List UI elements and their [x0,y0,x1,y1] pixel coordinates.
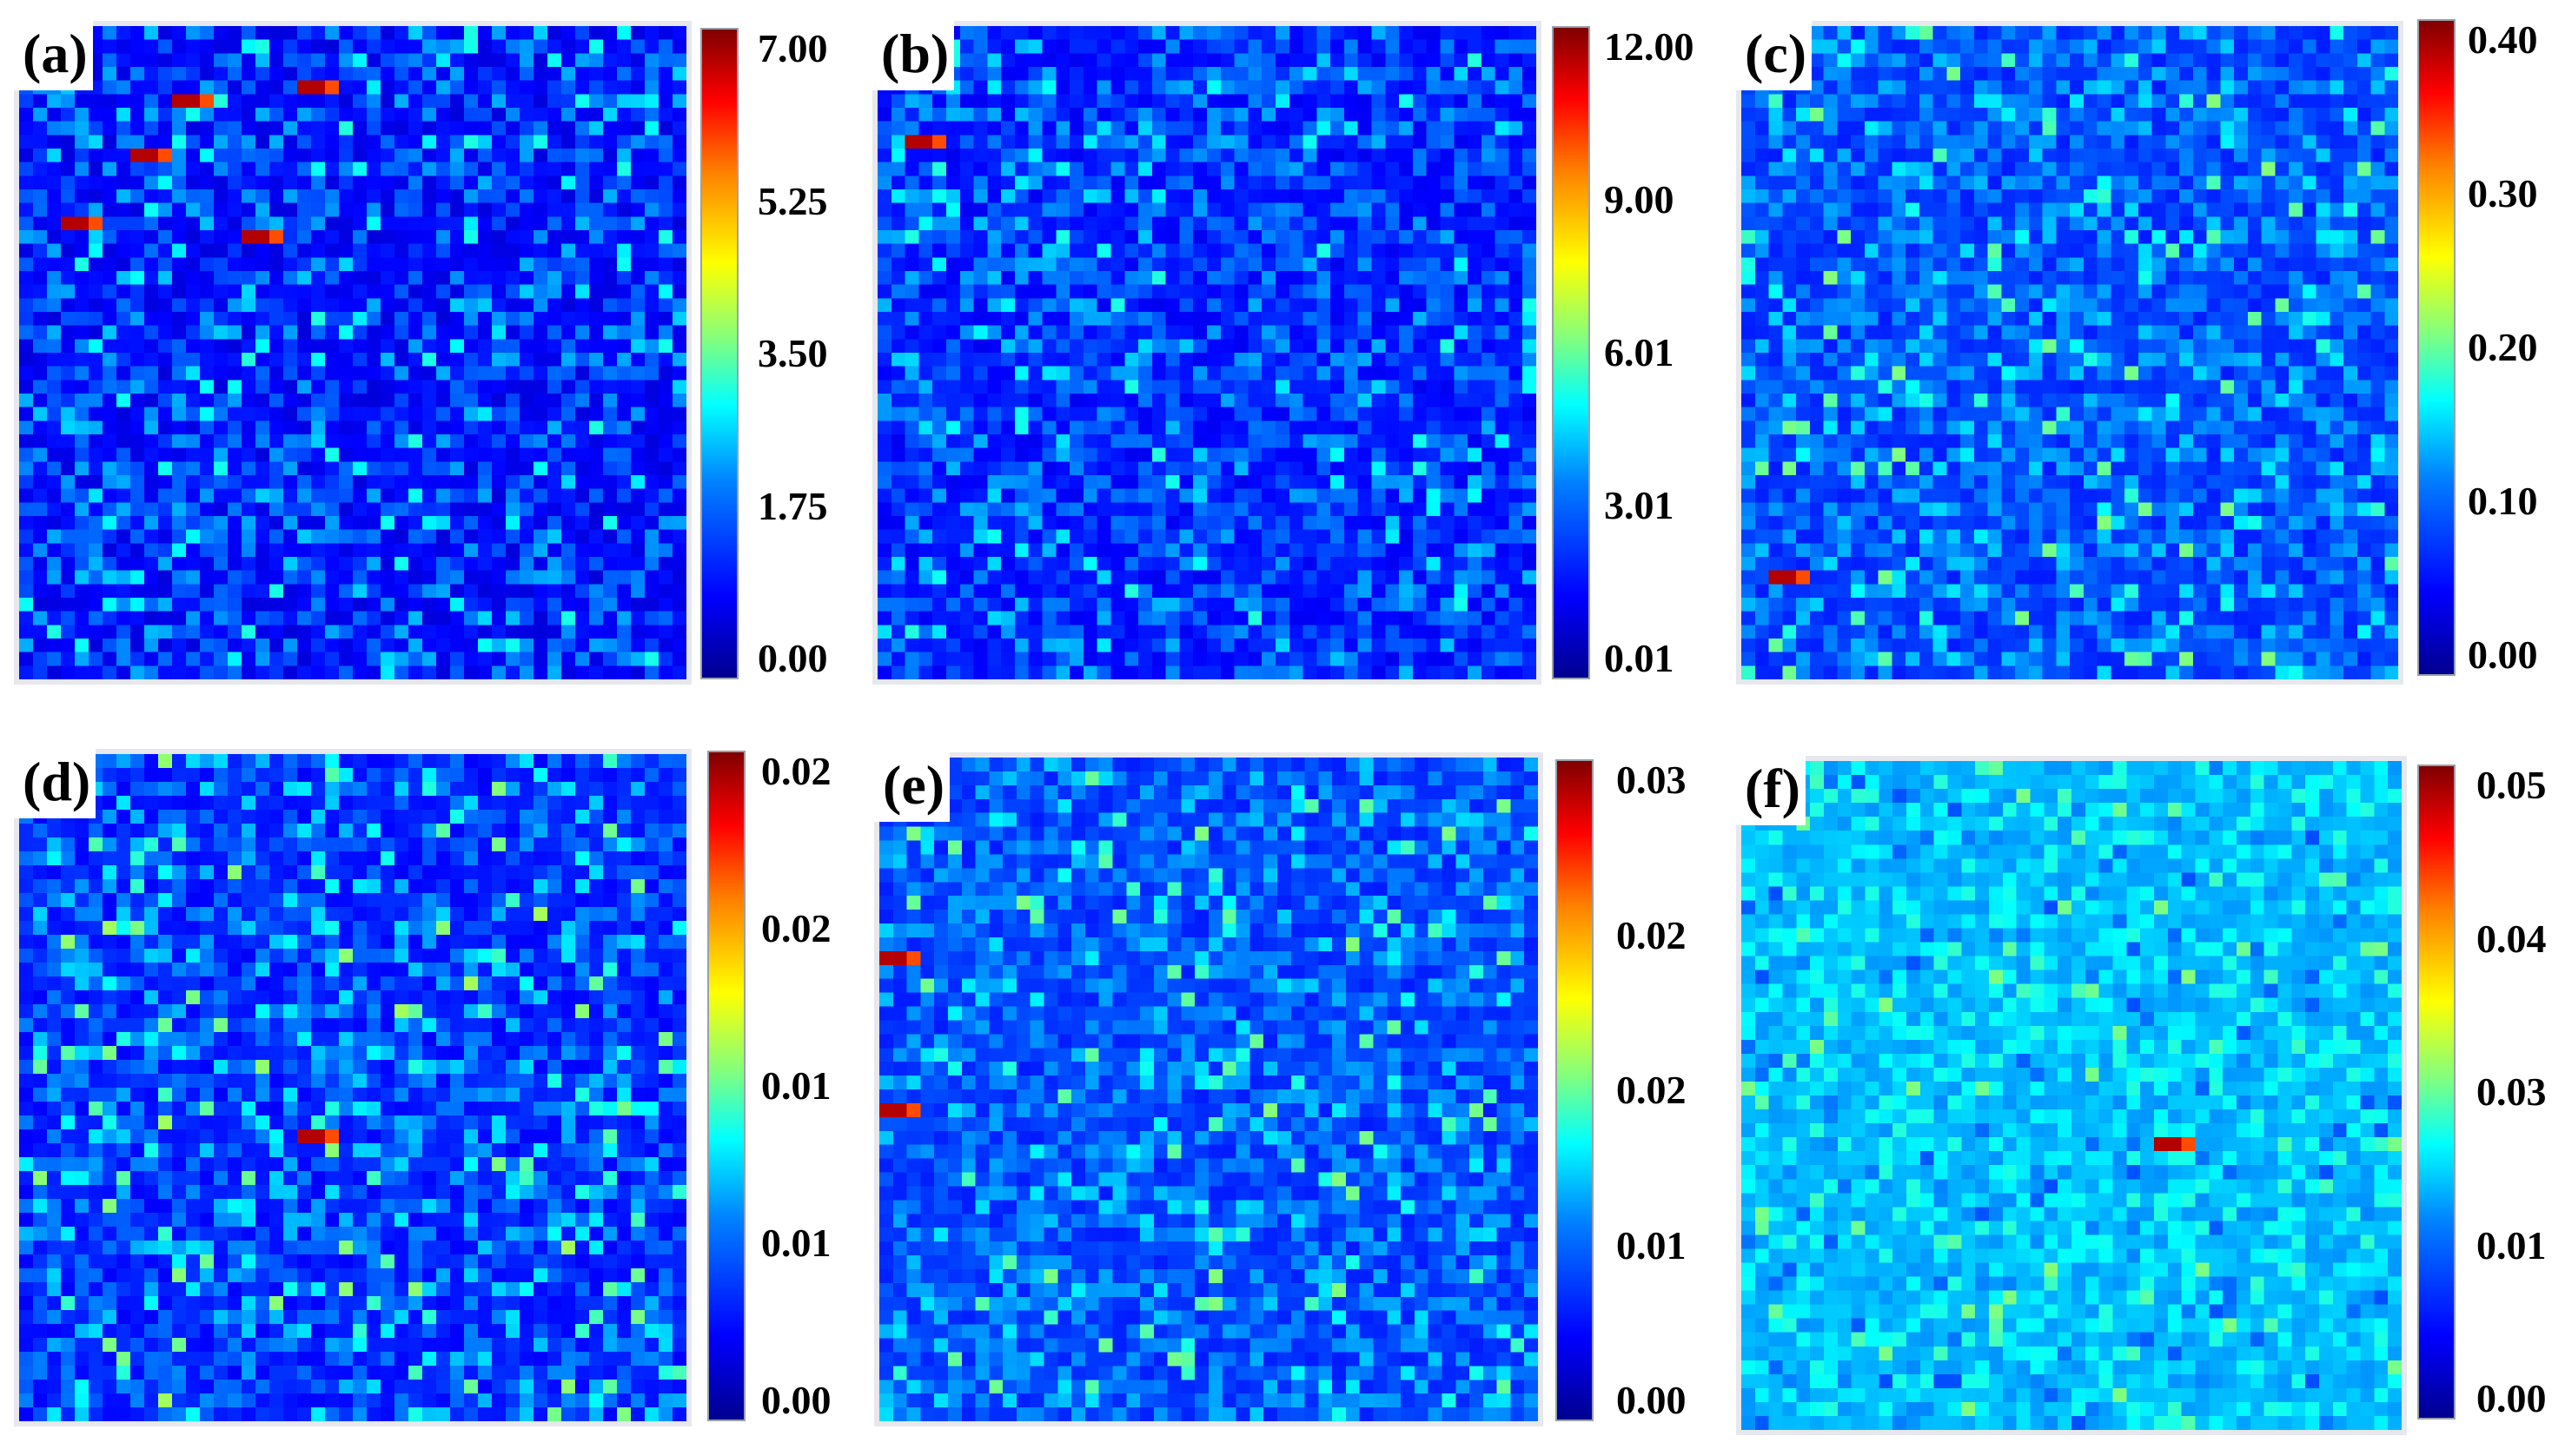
panel-label: (c) [1736,21,1813,90]
colorbar-tick-label: 0.05 [2476,763,2547,807]
heatmap-image [1741,761,2402,1430]
colorbar-tick-label: 12.00 [1604,24,1694,69]
colorbar-tick-label: 0.02 [761,749,832,793]
colorbar-tick-label: 3.01 [1604,483,1674,527]
colorbar-tick-label: 0.02 [761,906,832,950]
colorbar-tick-label: 1.75 [758,483,828,528]
colorbar-tick-label: 0.00 [761,1378,832,1422]
colorbar-tick-label: 0.04 [2476,916,2547,961]
colorbar-tick-label: 0.00 [2476,1376,2547,1420]
colorbar-tick-label: 7.00 [758,26,828,70]
heatmap-image [878,26,1536,679]
colorbar-tick-label: 0.40 [2468,17,2538,62]
panel-label: (f) [1736,756,1806,825]
colorbar-tick-label: 0.30 [2468,171,2538,215]
colorbar-tick-label: 0.20 [2468,325,2538,369]
colorbar-tick-label: 0.02 [1616,912,1687,957]
colorbar-tick-label: 0.10 [2468,479,2538,523]
colorbar-tick-label: 3.50 [758,331,828,375]
panel-label: (b) [872,21,955,90]
heatmap-image [879,758,1538,1421]
colorbar-tick-label: 0.03 [1616,758,1687,802]
colorbar-tick-label: 6.01 [1604,330,1674,374]
panel-label: (a) [14,21,93,90]
colorbar [1552,26,1590,679]
colorbar [2417,19,2456,676]
colorbar-tick-label: 0.02 [1616,1068,1687,1112]
colorbar-tick-label: 0.01 [2476,1222,2547,1267]
heatmap-image [19,26,686,679]
colorbar [2417,764,2456,1420]
colorbar [707,751,746,1421]
colorbar-tick-label: 0.00 [1616,1378,1687,1422]
colorbar-tick-label: 0.00 [2468,632,2538,677]
colorbar [1555,759,1594,1421]
panel-label: (d) [14,749,96,818]
colorbar-tick-label: 5.25 [758,178,828,223]
panel-label: (e) [874,752,951,822]
heatmap-image [1741,26,2398,679]
heatmap-image [19,754,686,1421]
colorbar [700,28,739,679]
colorbar-tick-label: 0.00 [758,636,828,680]
colorbar-tick-label: 0.01 [761,1063,832,1108]
colorbar-tick-label: 0.01 [761,1221,832,1265]
colorbar-tick-label: 9.00 [1604,177,1674,222]
colorbar-tick-label: 0.01 [1604,636,1674,680]
colorbar-tick-label: 0.03 [2476,1069,2547,1114]
colorbar-tick-label: 0.01 [1616,1222,1687,1267]
